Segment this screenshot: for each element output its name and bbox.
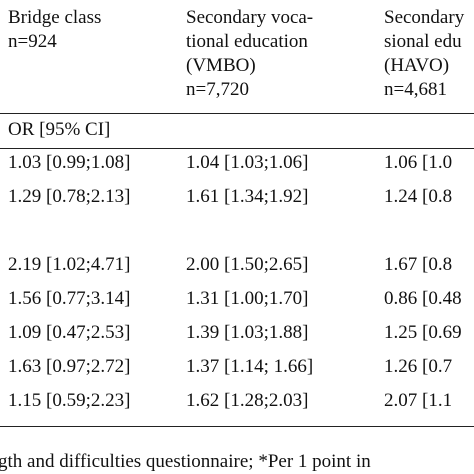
cell: 1.04 [1.03;1.06] bbox=[186, 152, 309, 173]
cell: 1.56 [0.77;3.14] bbox=[8, 288, 131, 309]
cell: 2.00 [1.50;2.65] bbox=[186, 254, 309, 275]
cell: 1.31 [1.00;1.70] bbox=[186, 288, 309, 309]
cell: 1.29 [0.78;2.13] bbox=[8, 186, 131, 207]
cell: 1.25 [0.69 bbox=[384, 322, 462, 343]
column-header: (VMBO) bbox=[186, 55, 256, 76]
column-header: n=4,681 bbox=[384, 79, 447, 100]
cell: 1.09 [0.47;2.53] bbox=[8, 322, 131, 343]
cell: 1.06 [1.0 bbox=[384, 152, 453, 173]
cell: 2.07 [1.1 bbox=[384, 390, 453, 411]
footnote: gth and difficulties questionnaire; *Per… bbox=[0, 451, 371, 472]
subheader: OR [95% CI] bbox=[8, 119, 111, 140]
cell: 1.62 [1.28;2.03] bbox=[186, 390, 309, 411]
column-header: n=7,720 bbox=[186, 79, 249, 100]
cell: 1.63 [0.97;2.72] bbox=[8, 356, 131, 377]
cell: 1.61 [1.34;1.92] bbox=[186, 186, 309, 207]
cell: 0.86 [0.48 bbox=[384, 288, 462, 309]
column-header: tional education bbox=[186, 31, 308, 52]
bottom-rule bbox=[0, 426, 474, 427]
subheader-rule bbox=[0, 148, 474, 149]
cell: 1.67 [0.8 bbox=[384, 254, 453, 275]
column-header: Secondary voca- bbox=[186, 7, 314, 28]
cell: 1.24 [0.8 bbox=[384, 186, 453, 207]
cell: 1.15 [0.59;2.23] bbox=[8, 390, 131, 411]
header-rule bbox=[0, 113, 474, 114]
column-header: n=924 bbox=[8, 31, 57, 52]
column-header: Secondary bbox=[384, 7, 465, 28]
column-header: sional edu bbox=[384, 31, 462, 52]
column-header: (HAVO) bbox=[384, 55, 450, 76]
cell: 1.37 [1.14; 1.66] bbox=[186, 356, 314, 377]
column-header: Bridge class bbox=[8, 7, 102, 28]
cell: 1.39 [1.03;1.88] bbox=[186, 322, 309, 343]
cell: 1.26 [0.7 bbox=[384, 356, 453, 377]
cell: 1.03 [0.99;1.08] bbox=[8, 152, 131, 173]
cell: 2.19 [1.02;4.71] bbox=[8, 254, 131, 275]
